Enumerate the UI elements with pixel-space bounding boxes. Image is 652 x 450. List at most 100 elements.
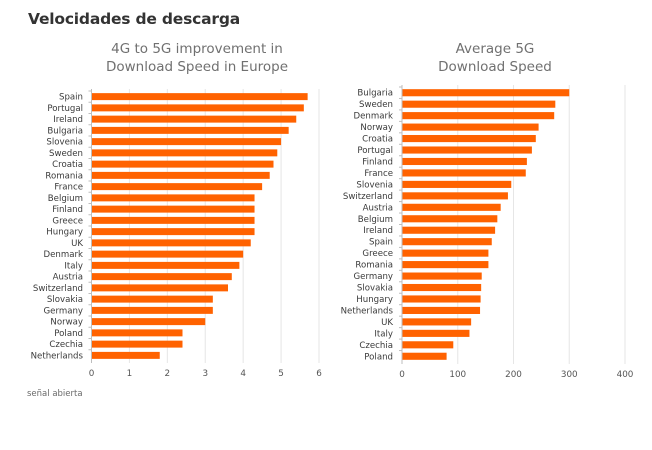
category-label: Denmark [354,112,394,122]
category-label: Portugal [47,104,83,114]
bar-norway [92,318,206,326]
chart-2-title-line-2: Download Speed [438,59,552,75]
category-label: Italy [374,329,393,339]
bar-ireland [92,115,297,123]
bar-belgium [402,215,498,223]
chart-1-title-line-1: 4G to 5G improvement in [111,41,283,57]
category-label: Ireland [363,226,393,236]
bar-greece [402,249,489,257]
category-label: France [364,169,393,179]
bar-france [402,169,526,177]
bar-finland [92,205,255,213]
bar-norway [402,123,539,131]
category-label: Finland [362,157,393,167]
category-label: Bulgaria [47,126,83,136]
category-label: UK [381,318,393,328]
bar-ireland [402,226,496,234]
bar-hungary [402,295,481,303]
category-label: Netherlands [31,351,84,361]
category-label: Romania [355,261,393,271]
bar-belgium [92,194,255,202]
category-label: Bulgaria [357,89,393,99]
chart-2-title-line-1: Average 5G [455,41,535,57]
chart-1-title: 4G to 5G improvement in Download Speed i… [92,40,302,76]
bar-czechia [92,340,183,348]
category-label: Spain [59,93,83,103]
x-tick-label: 5 [278,369,284,379]
bar-germany [92,306,213,314]
bar-portugal [92,104,304,112]
bar-austria [402,203,501,211]
category-label: Slovakia [357,284,393,294]
x-tick-label: 0 [89,369,95,379]
bar-slovakia [92,295,213,303]
category-label: Norway [360,123,393,133]
chart-2-title: Average 5G Download Speed [400,40,590,76]
bar-bulgaria [402,89,570,97]
category-label: Croatia [362,135,393,145]
x-tick-label: 400 [617,370,634,380]
category-label: France [54,183,83,193]
category-label: Sweden [359,100,393,110]
category-label: Croatia [52,160,83,170]
category-label: Czechia [359,341,393,351]
category-label: Italy [64,261,83,271]
category-label: Czechia [49,340,83,350]
bar-poland [92,329,183,337]
bar-croatia [402,135,536,143]
bar-portugal [402,146,532,154]
bar-italy [402,329,470,337]
category-label: Finland [52,205,83,215]
bar-uk [92,239,251,247]
chart-1-title-line-2: Download Speed in Europe [105,59,289,75]
category-label: UK [71,239,83,249]
x-tick-label: 2 [165,369,171,379]
x-tick-label: 1 [127,369,133,379]
bar-poland [402,352,447,360]
bar-france [92,183,263,191]
category-label: Netherlands [341,306,394,316]
bar-hungary [92,228,255,236]
bar-finland [402,157,527,166]
category-label: Greece [52,216,83,226]
x-tick-label: 3 [202,369,208,379]
category-label: Germany [44,306,84,316]
category-label: Sweden [49,149,83,159]
category-label: Slovakia [47,295,83,305]
category-label: Hungary [46,228,83,238]
bar-uk [402,318,472,326]
category-label: Germany [354,272,394,282]
bar-croatia [92,160,274,168]
category-label: Denmark [44,250,84,260]
x-tick-label: 200 [505,370,522,380]
category-label: Hungary [356,295,393,305]
bar-bulgaria [92,126,289,134]
category-label: Poland [364,352,393,362]
footnote: señal abierta [27,389,83,399]
bar-czechia [402,341,454,349]
category-label: Norway [50,318,83,328]
category-label: Portugal [357,146,393,156]
page-title: Velocidades de descarga [28,10,240,28]
bar-spain [402,238,492,246]
category-label: Romania [45,171,83,181]
x-tick-label: 4 [240,369,246,379]
bar-sweden [402,100,556,108]
x-tick-label: 6 [316,369,322,379]
category-label: Austria [363,203,393,213]
bar-sweden [92,149,278,157]
category-label: Belgium [48,194,83,204]
bar-netherlands [92,351,160,359]
category-label: Slovenia [46,138,83,148]
bar-netherlands [402,306,481,314]
category-label: Spain [369,238,393,248]
bar-switzerland [402,192,508,200]
category-label: Switzerland [343,192,393,202]
category-label: Austria [53,273,83,283]
x-tick-label: 300 [561,370,578,380]
bar-denmark [402,112,555,120]
bar-greece [92,216,255,224]
category-label: Switzerland [33,284,83,294]
